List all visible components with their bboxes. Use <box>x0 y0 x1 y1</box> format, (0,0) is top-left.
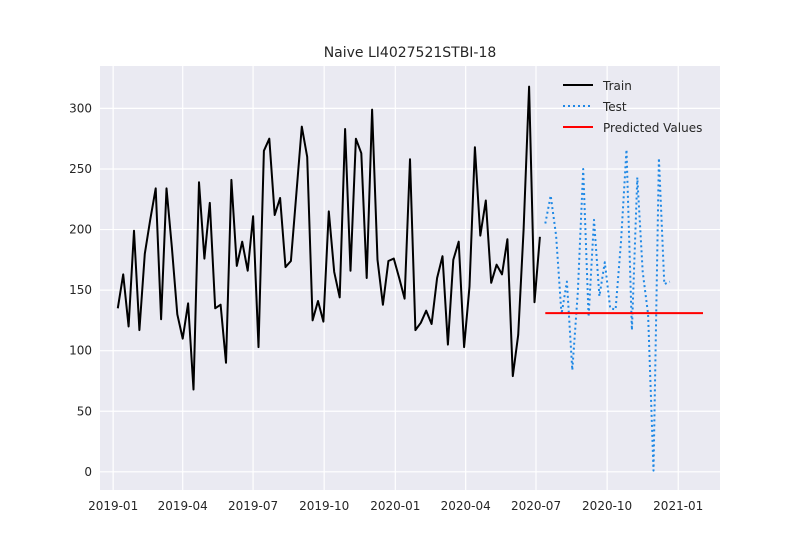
legend-label: Predicted Values <box>603 121 702 135</box>
y-tick-label: 150 <box>69 283 92 297</box>
y-tick-label: 50 <box>77 404 92 418</box>
legend-label: Test <box>602 100 627 114</box>
x-tick-label: 2020-04 <box>441 499 491 513</box>
legend: Train Test Predicted Values <box>563 79 702 135</box>
x-tick-label: 2020-10 <box>582 499 632 513</box>
x-tick-label: 2019-04 <box>158 499 208 513</box>
legend-label: Train <box>602 79 632 93</box>
y-tick-label: 100 <box>69 344 92 358</box>
x-tick-label: 2020-07 <box>511 499 561 513</box>
y-tick-label: 250 <box>69 162 92 176</box>
y-tick-label: 0 <box>84 465 92 479</box>
y-tick-label: 300 <box>69 101 92 115</box>
y-tick-label: 200 <box>69 223 92 237</box>
chart-title: Naive LI4027521STBI-18 <box>324 45 497 61</box>
x-tick-label: 2019-10 <box>299 499 349 513</box>
x-tick-label: 2019-07 <box>228 499 278 513</box>
series-line-test <box>544 148 671 472</box>
series-layer <box>116 85 703 472</box>
plot-area <box>100 66 720 490</box>
x-tick-label: 2019-01 <box>88 499 138 513</box>
x-tick-label: 2021-01 <box>653 499 703 513</box>
series-line-train <box>116 85 541 391</box>
tick-labels: 2019-01 2019-04 2019-07 2019-10 2020-01 2020-… <box>69 101 703 513</box>
x-tick-label: 2020-01 <box>370 499 420 513</box>
